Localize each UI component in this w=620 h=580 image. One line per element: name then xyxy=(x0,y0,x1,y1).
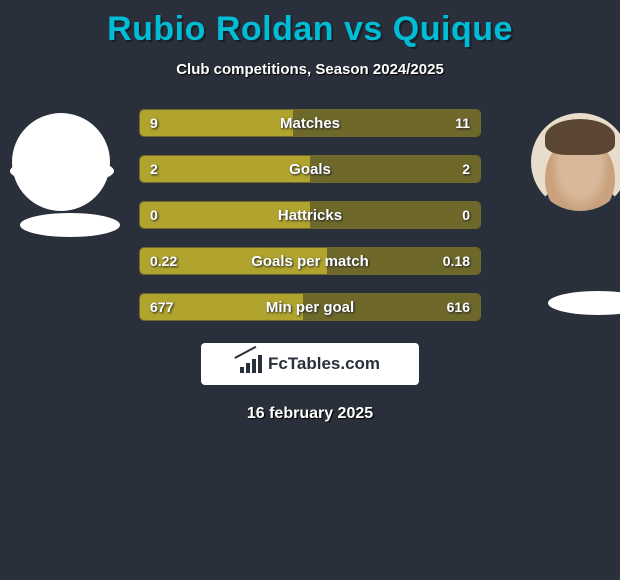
vs-text: vs xyxy=(344,10,383,48)
avatar-shadow xyxy=(548,291,620,315)
stat-fill-right xyxy=(327,248,480,274)
stat-fill-left xyxy=(140,110,293,136)
stat-row: 911Matches xyxy=(139,109,481,137)
comparison-bars: 911Matches 22Goals 00Hattricks 0.220.18Goal… xyxy=(139,109,481,321)
stat-fill-left xyxy=(140,294,303,320)
generated-date: 16 february 2025 xyxy=(0,405,620,423)
player1-name: Rubio Roldan xyxy=(107,10,334,48)
subtitle: Club competitions, Season 2024/2025 xyxy=(0,61,620,78)
stat-fill-right xyxy=(303,294,480,320)
player1-avatar xyxy=(12,113,110,211)
stat-fill-right xyxy=(310,202,480,228)
stat-row: 677616Min per goal xyxy=(139,293,481,321)
stat-row: 0.220.18Goals per match xyxy=(139,247,481,275)
bar-chart-icon xyxy=(240,355,262,373)
brand-box[interactable]: FcTables.com xyxy=(201,343,419,385)
page-title: Rubio Roldan vs Quique xyxy=(0,0,620,49)
stat-fill-left xyxy=(140,248,327,274)
stat-row: 22Goals xyxy=(139,155,481,183)
stat-fill-right xyxy=(310,156,480,182)
stat-row: 00Hattricks xyxy=(139,201,481,229)
player2-avatar xyxy=(531,113,620,211)
brand-text: FcTables.com xyxy=(268,354,380,374)
stat-fill-left xyxy=(140,156,310,182)
avatar-shadow xyxy=(20,213,120,237)
stat-fill-right xyxy=(293,110,480,136)
player2-name: Quique xyxy=(393,10,513,48)
stat-fill-left xyxy=(140,202,310,228)
